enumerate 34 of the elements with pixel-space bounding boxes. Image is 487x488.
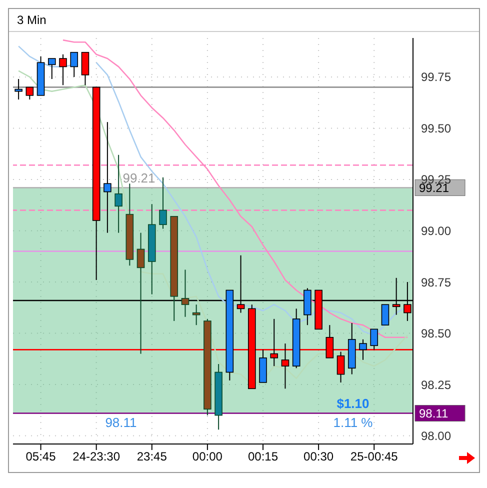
annotation: $1.10 xyxy=(336,396,370,412)
candlestick xyxy=(181,269,190,318)
y-tick-label: 99.50 xyxy=(421,121,452,136)
y-tick-label: 98.00 xyxy=(421,429,452,444)
x-tick-label: 25-00:45 xyxy=(350,450,398,464)
y-tick-label: 98.75 xyxy=(421,275,452,290)
x-tick-label: 00:30 xyxy=(304,450,334,464)
candlestick xyxy=(370,328,378,350)
annotation: 98.11 xyxy=(105,415,137,430)
y-tick-label: 99.75 xyxy=(421,70,452,84)
y-tick-label: 98.25 xyxy=(421,378,452,392)
candlestick xyxy=(14,78,22,100)
x-tick-label: 23:45 xyxy=(136,450,168,464)
x-tick-label: 00:15 xyxy=(248,450,278,464)
y-tick-label: 98.50 xyxy=(421,326,452,341)
candlestick xyxy=(26,86,34,100)
x-tick-label: 05:45 xyxy=(26,450,56,464)
y-tick-label: 99.00 xyxy=(421,224,452,238)
candlestick xyxy=(381,304,390,326)
ref-line-label: 98.11 xyxy=(419,406,448,421)
annotation: 1.11 % xyxy=(333,415,374,430)
candlestick xyxy=(48,58,56,80)
candlestick xyxy=(114,154,122,234)
candlestick xyxy=(359,338,367,360)
candlestick xyxy=(104,122,112,234)
candlestick xyxy=(59,54,67,86)
candlestick xyxy=(136,232,145,354)
chart-title: 3 Min xyxy=(9,9,479,32)
candlestick xyxy=(159,176,167,230)
x-tick-label: 24-23:30 xyxy=(72,450,120,464)
x-tick-label: 00:00 xyxy=(192,450,223,464)
candlestick xyxy=(81,52,90,86)
candlestick xyxy=(70,52,78,78)
annotation: 99.21 xyxy=(122,170,156,186)
